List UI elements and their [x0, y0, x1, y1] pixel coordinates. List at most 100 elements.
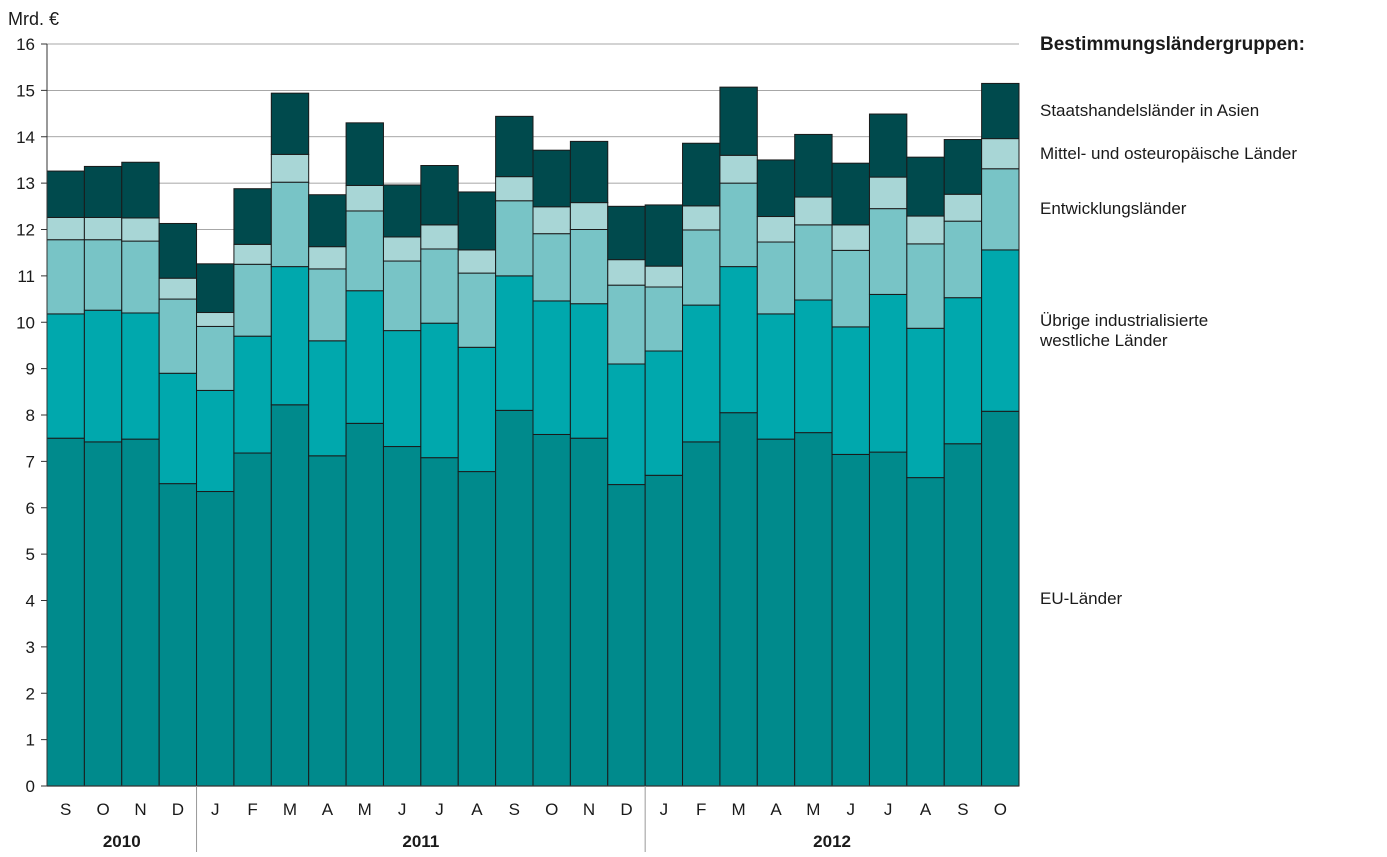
- bar-segment: [233, 452, 272, 787]
- bar-segment: [569, 229, 609, 305]
- bar-segment: [868, 208, 908, 295]
- y-tick-label: 15: [16, 81, 35, 100]
- x-tick-label: J: [211, 800, 220, 819]
- bar-segment: [794, 224, 833, 301]
- bar-segment: [457, 249, 497, 274]
- bar-segment: [532, 300, 571, 435]
- legend-label: Entwicklungsländer: [1040, 199, 1187, 219]
- bar-segment: [121, 312, 160, 440]
- y-tick-label: 2: [26, 684, 35, 703]
- bar-segment: [345, 122, 384, 186]
- bar-segment: [308, 194, 347, 248]
- bar-segment: [233, 243, 272, 265]
- bar-segment: [158, 222, 198, 279]
- bar-segment: [756, 216, 796, 243]
- bar-segment: [831, 224, 870, 251]
- bar-segment: [569, 303, 609, 439]
- bar-segment: [719, 412, 758, 787]
- bar-segment: [906, 477, 945, 787]
- bar-segment: [382, 330, 422, 448]
- y-tick-label: 7: [26, 452, 35, 471]
- year-label: 2012: [813, 832, 851, 851]
- x-tick-label: J: [884, 800, 893, 819]
- bar-segment: [382, 260, 422, 332]
- bar-segment: [644, 474, 684, 787]
- bar-segment: [682, 441, 721, 787]
- bar-segment: [906, 243, 945, 329]
- bar-segment: [495, 200, 534, 277]
- bar-segment: [308, 246, 347, 270]
- bar-segment: [794, 299, 833, 434]
- bars: [46, 82, 1020, 787]
- bar-segment: [196, 389, 235, 493]
- x-tick-label: A: [770, 800, 782, 819]
- bar-segment: [308, 340, 347, 457]
- x-tick-label: N: [134, 800, 146, 819]
- bar-segment: [196, 312, 235, 327]
- bar-segment: [532, 233, 571, 302]
- bar-segment: [644, 265, 684, 288]
- bar-segment: [345, 290, 384, 424]
- bar-segment: [831, 249, 870, 328]
- y-tick-label: 10: [16, 313, 35, 332]
- bar-segment: [943, 443, 983, 787]
- x-tick-label: O: [96, 800, 109, 819]
- bar-segment: [532, 206, 571, 235]
- bar-segment: [981, 168, 1020, 251]
- bar-segment: [46, 170, 85, 218]
- bar-segment: [345, 184, 384, 212]
- bar-segment: [196, 263, 235, 314]
- y-tick-label: 16: [16, 35, 35, 54]
- bar-segment: [420, 457, 459, 787]
- legend-label: Mittel- und osteuropäische Länder: [1040, 143, 1298, 163]
- bar-segment: [607, 363, 646, 486]
- x-tick-label: J: [398, 800, 407, 819]
- bar-segment: [682, 205, 721, 231]
- bar-segment: [121, 217, 160, 242]
- y-tick-label: 5: [26, 545, 35, 564]
- bar-segment: [382, 236, 422, 262]
- bar-segment: [46, 437, 85, 787]
- x-tick-label: M: [283, 800, 297, 819]
- bar-segment: [644, 286, 684, 352]
- y-tick-label: 9: [26, 360, 35, 379]
- bar-segment: [158, 372, 198, 485]
- bar-segment: [495, 409, 534, 787]
- bar-segment: [943, 297, 983, 445]
- legend-title: Bestimmungsländergruppen:: [1040, 34, 1305, 55]
- x-tick-label: O: [545, 800, 558, 819]
- bar-segment: [83, 239, 123, 311]
- x-tick-label: N: [583, 800, 595, 819]
- bar-segment: [719, 182, 758, 268]
- bar-segment: [308, 455, 347, 787]
- bar-segment: [420, 322, 459, 459]
- bar-segment: [644, 204, 684, 267]
- bar-segment: [644, 350, 684, 476]
- bar-segment: [682, 142, 721, 207]
- bar-segment: [46, 239, 85, 315]
- bar-segment: [495, 115, 534, 178]
- bar-segment: [906, 327, 945, 479]
- bar-segment: [794, 432, 833, 787]
- bar-segment: [981, 82, 1020, 140]
- bar-segment: [308, 268, 347, 342]
- bar-segment: [83, 441, 123, 787]
- bar-segment: [457, 346, 497, 473]
- bar-segment: [943, 139, 983, 195]
- y-tick-label: 0: [26, 777, 35, 796]
- bar-segment: [420, 165, 459, 226]
- y-tick-label: 11: [17, 267, 35, 286]
- x-tick-label: D: [620, 800, 632, 819]
- bar-segment: [270, 266, 310, 406]
- bar-segment: [495, 275, 534, 411]
- y-tick-label: 14: [16, 128, 35, 147]
- bar-segment: [46, 313, 85, 439]
- bar-segment: [981, 138, 1020, 170]
- bar-segment: [83, 216, 123, 241]
- bar-segment: [270, 181, 310, 268]
- bar-segment: [981, 249, 1020, 412]
- bar-segment: [607, 284, 646, 365]
- y-tick-label: 1: [26, 731, 35, 750]
- bar-segment: [121, 240, 160, 314]
